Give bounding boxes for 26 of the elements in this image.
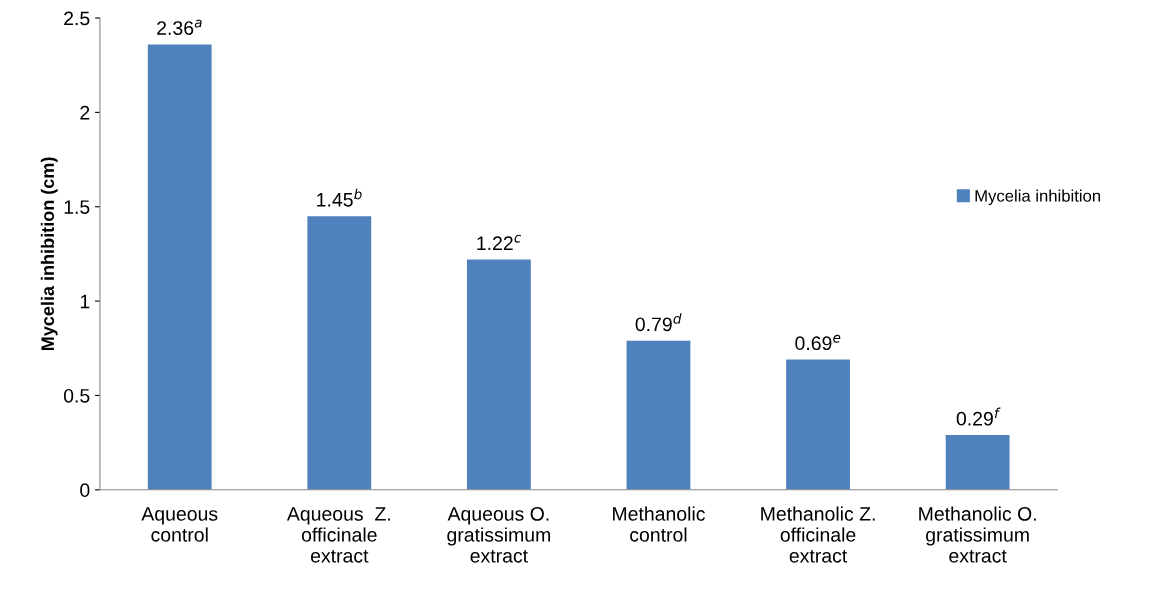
data-label: 0.79$^{d}$: [635, 313, 682, 332]
x-tick-label: Methanolic control: [613, 506, 705, 542]
y-tick-label: 1: [80, 294, 90, 309]
y-axis-title: Mycelia inhibition (cm): [40, 157, 58, 351]
bar: [307, 216, 372, 490]
data-label: 1.45$^{b}$: [317, 188, 362, 207]
data-label: 0.69$^{e}$: [795, 334, 841, 351]
x-tick-label: Aqueous O. gratissimum extract: [447, 507, 550, 563]
legend-label: Mycelia inhibition: [975, 189, 1101, 206]
y-tick-label: 2.5: [64, 11, 90, 26]
x-tick-label: Aqueous control: [141, 507, 218, 542]
y-tick-label: 2: [80, 105, 90, 120]
x-tick-label: Methanolic O. gratissimum extract: [919, 506, 1036, 563]
bar: [466, 259, 531, 490]
data-label: 0.29$^{f}$: [956, 407, 1001, 426]
y-tick-label: 1.5: [64, 200, 90, 214]
bar: [147, 44, 212, 490]
x-tick-label: Aqueous Z. officinale extract: [286, 507, 390, 563]
data-label: 1.22$^{c}$: [477, 234, 522, 250]
data-label: 2.36$^{a}$: [157, 19, 202, 35]
x-tick-label: Methanolic Z. officinale extract: [761, 506, 875, 563]
y-tick-label: 0.5: [63, 388, 90, 403]
bar: [945, 435, 1010, 490]
y-tick-label: 0: [80, 483, 90, 498]
bar: [626, 340, 691, 490]
bar: [786, 359, 850, 490]
